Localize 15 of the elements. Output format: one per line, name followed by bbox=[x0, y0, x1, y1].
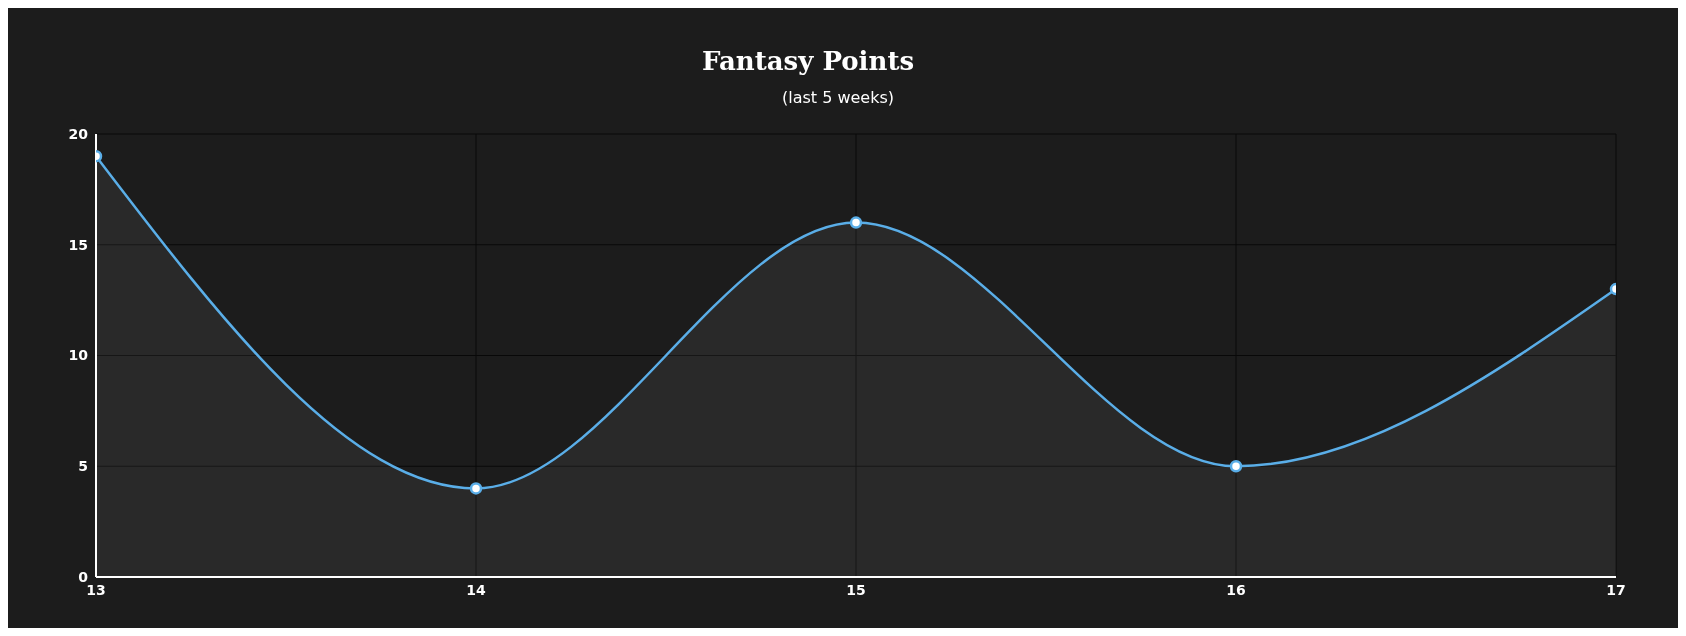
y-tick-label: 0 bbox=[78, 568, 89, 585]
x-tick-label: 14 bbox=[466, 581, 486, 598]
point bbox=[849, 216, 863, 229]
point bbox=[469, 482, 483, 495]
y-tick-label: 20 bbox=[68, 125, 89, 142]
y-tick-label: 15 bbox=[68, 236, 88, 253]
y-tick-label: 10 bbox=[68, 347, 89, 364]
y-tick-label: 5 bbox=[78, 458, 88, 475]
x-tick-label: 17 bbox=[1606, 581, 1626, 598]
chart-subtitle: (last 5 weeks) bbox=[780, 88, 896, 107]
x-tick-label: 16 bbox=[1226, 581, 1246, 598]
chart-title: Fantasy Points bbox=[700, 46, 916, 76]
x-tick-label: 13 bbox=[86, 581, 106, 598]
x-tick-label: 15 bbox=[846, 581, 866, 598]
point bbox=[1229, 460, 1243, 473]
